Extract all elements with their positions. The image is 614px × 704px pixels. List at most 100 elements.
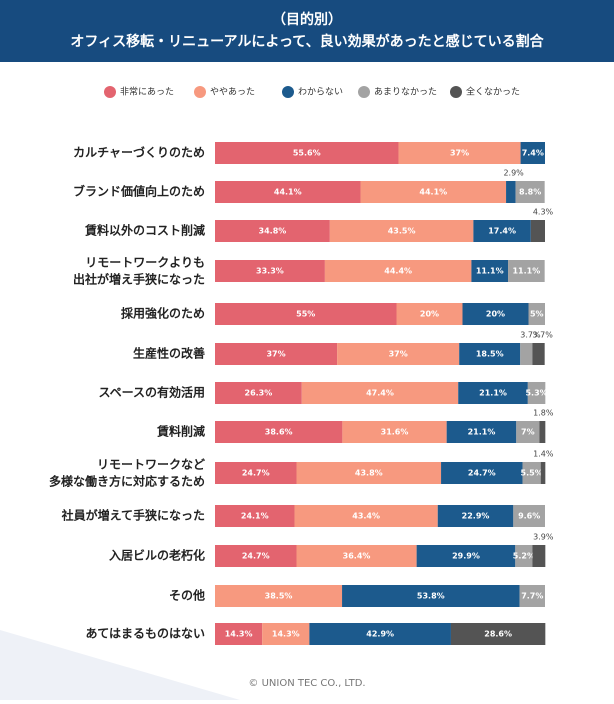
legend-label: わからない bbox=[298, 87, 343, 98]
category-label: 賃料以外のコスト削減 bbox=[84, 223, 205, 238]
bar-segment bbox=[506, 181, 516, 203]
value-label: 44.1% bbox=[274, 188, 302, 197]
value-label: 37% bbox=[450, 149, 469, 158]
bar-segment bbox=[215, 462, 297, 484]
value-label: 47.4% bbox=[366, 389, 394, 398]
legend-swatch bbox=[104, 86, 116, 98]
bar-segment bbox=[458, 382, 528, 404]
category-label: 社員が増えて手狭になった bbox=[61, 508, 205, 523]
header bbox=[0, 0, 614, 62]
bar-segment bbox=[520, 343, 533, 365]
value-label: 55% bbox=[296, 310, 315, 319]
value-label: 3.7% bbox=[520, 331, 541, 340]
bar-segment bbox=[262, 623, 310, 645]
category-label: 入居ビルの老朽化 bbox=[109, 548, 205, 563]
value-label: 7.7% bbox=[521, 592, 543, 601]
value-label: 24.1% bbox=[241, 512, 269, 521]
value-label: 14.3% bbox=[225, 630, 253, 639]
value-label: 21.1% bbox=[479, 389, 507, 398]
bar-segment bbox=[516, 421, 540, 443]
value-label: 53.8% bbox=[417, 592, 445, 601]
bar-segment bbox=[215, 505, 295, 527]
value-label: 43.5% bbox=[388, 227, 416, 236]
bar-segment bbox=[515, 545, 533, 567]
value-label: 36.4% bbox=[343, 552, 371, 561]
value-label: 4.3% bbox=[533, 208, 554, 217]
value-label: 26.3% bbox=[245, 389, 273, 398]
bar-segment bbox=[215, 303, 397, 325]
value-label: 14.3% bbox=[272, 630, 300, 639]
value-label: 29.9% bbox=[452, 552, 480, 561]
value-label: 3.9% bbox=[533, 533, 554, 542]
footer: © UNION TEC CO., LTD. bbox=[248, 678, 365, 689]
bar-segment bbox=[473, 220, 531, 242]
value-label: 17.4% bbox=[488, 227, 516, 236]
legend-label: 全くなかった bbox=[466, 86, 520, 98]
bar-segment bbox=[398, 142, 521, 164]
legend-swatch bbox=[450, 86, 462, 98]
bar-segment bbox=[360, 181, 507, 203]
value-label: 18.5% bbox=[476, 350, 504, 359]
bar-segment bbox=[215, 545, 297, 567]
bar-segment bbox=[508, 260, 545, 282]
bar-segment bbox=[342, 585, 520, 607]
value-label: 11.1% bbox=[476, 267, 504, 276]
bar-segment bbox=[215, 142, 399, 164]
value-label: 55.6% bbox=[293, 149, 321, 158]
bar-segment bbox=[337, 343, 460, 365]
category-label: 採用強化のため bbox=[121, 306, 205, 321]
category-label: カルチャーづくりのため bbox=[73, 145, 205, 160]
bar-segment bbox=[296, 462, 442, 484]
legend-swatch bbox=[358, 86, 370, 98]
bar-segment bbox=[215, 382, 302, 404]
bar-segment bbox=[309, 623, 451, 645]
value-label: 38.5% bbox=[265, 592, 293, 601]
value-label: 28.6% bbox=[484, 630, 512, 639]
value-label: 37% bbox=[266, 350, 285, 359]
value-label: 20% bbox=[420, 310, 439, 319]
value-label: 9.6% bbox=[518, 512, 540, 521]
value-label: 24.7% bbox=[468, 469, 496, 478]
bar-segment bbox=[446, 421, 517, 443]
bar-segment bbox=[296, 545, 417, 567]
legend-label: 非常にあった bbox=[120, 86, 174, 98]
value-label: 37% bbox=[389, 350, 408, 359]
bar-segment bbox=[532, 545, 546, 567]
bar-segment bbox=[301, 382, 459, 404]
bar-segment bbox=[462, 303, 529, 325]
bar-segment bbox=[324, 260, 472, 282]
value-label: 44.1% bbox=[419, 188, 447, 197]
value-label: 5.3% bbox=[525, 389, 547, 398]
chart-title: オフィス移転・リニューアルによって、良い効果があったと感じている割合 bbox=[70, 33, 544, 50]
category-label: リモートワークなど多様な働き方に対応するため bbox=[49, 457, 205, 488]
bar-segment bbox=[215, 220, 330, 242]
bar-segment bbox=[441, 462, 523, 484]
value-label: 3.7% bbox=[533, 331, 554, 340]
category-label: スペースの有効活用 bbox=[98, 385, 205, 400]
value-label: 42.9% bbox=[366, 630, 394, 639]
bar-segment bbox=[329, 220, 474, 242]
value-label: 22.9% bbox=[462, 512, 490, 521]
value-label: 1.4% bbox=[533, 450, 554, 459]
bar-segment bbox=[342, 421, 447, 443]
value-label: 33.3% bbox=[256, 267, 284, 276]
bar-segment bbox=[519, 585, 545, 607]
value-label: 7% bbox=[521, 428, 535, 437]
bar-segment bbox=[527, 382, 546, 404]
chart-subtitle: （目的別） bbox=[272, 11, 342, 28]
value-label: 20% bbox=[486, 310, 505, 319]
value-label: 31.6% bbox=[381, 428, 409, 437]
legend-swatch bbox=[194, 86, 206, 98]
bar-segment bbox=[416, 545, 516, 567]
bar-segment bbox=[215, 421, 343, 443]
value-label: 24.7% bbox=[242, 552, 270, 561]
bar-segment bbox=[215, 260, 325, 282]
category-label: 生産性の改善 bbox=[133, 346, 205, 361]
bar-segment bbox=[459, 343, 521, 365]
bar-segment bbox=[522, 462, 541, 484]
category-label: あてはまるものはない bbox=[85, 627, 205, 641]
legend-label: ややあった bbox=[210, 87, 255, 98]
value-label: 43.4% bbox=[352, 512, 380, 521]
bar-segment bbox=[532, 343, 545, 365]
